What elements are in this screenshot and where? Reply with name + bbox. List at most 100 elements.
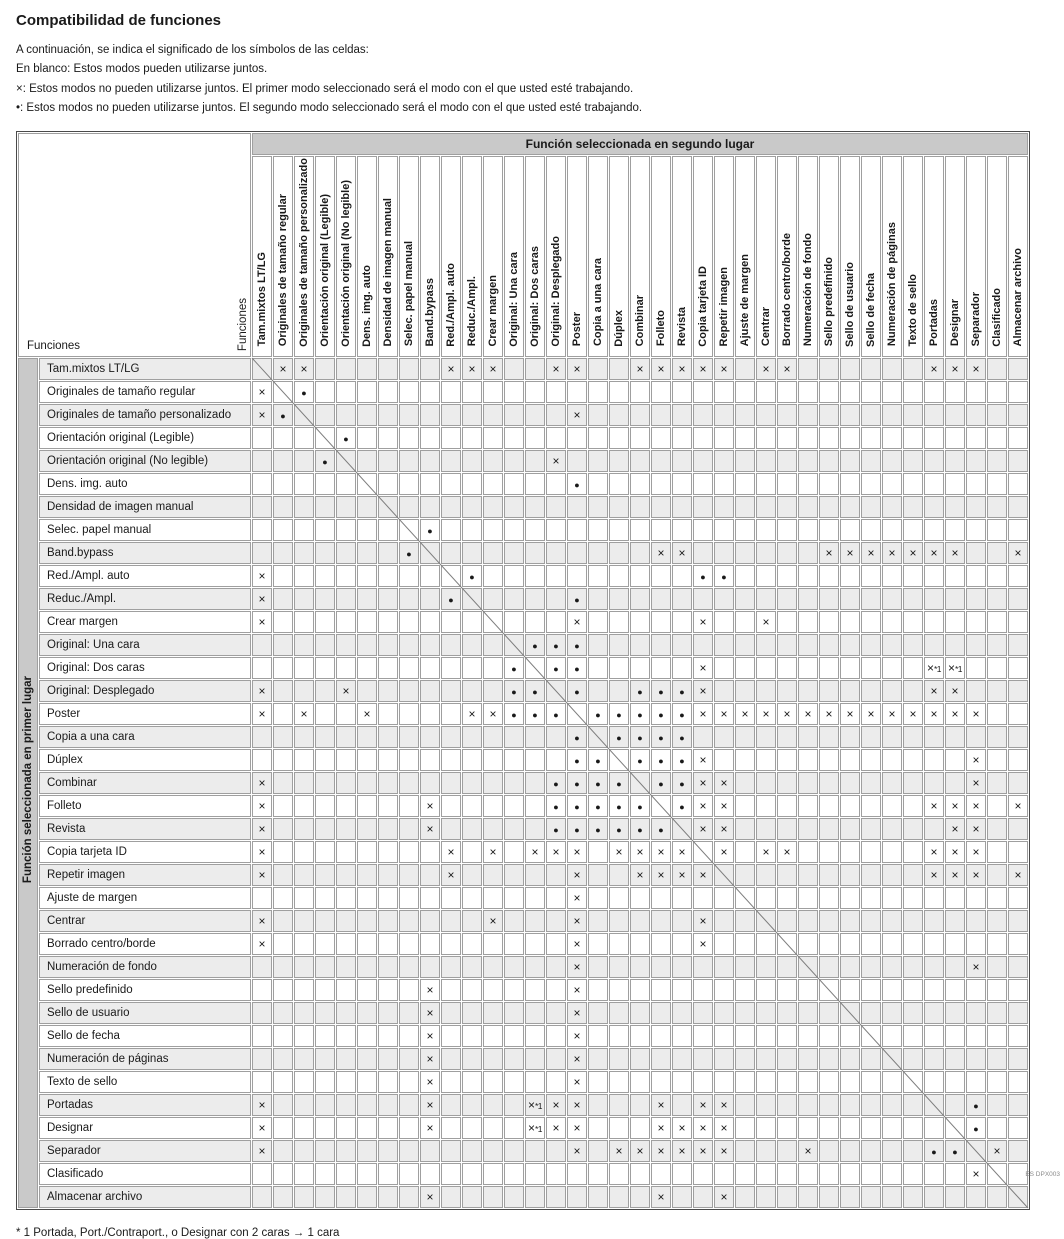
matrix-cell (987, 748, 1007, 771)
matrix-cell (357, 955, 377, 978)
matrix-cell (609, 863, 629, 886)
matrix-cell (315, 403, 335, 426)
matrix-cell (462, 1047, 482, 1070)
matrix-cell (987, 564, 1007, 587)
document-code: ES DPX003 (1025, 1171, 1060, 1178)
column-header-16: Poster (567, 155, 587, 357)
matrix-cell (420, 403, 440, 426)
matrix-cell (966, 518, 986, 541)
matrix-cell (336, 1162, 356, 1185)
matrix-cell (840, 403, 860, 426)
matrix-cell (504, 449, 524, 472)
footnote: * 1 Portada, Port./Contraport., o Design… (16, 1226, 340, 1239)
matrix-cell (756, 426, 776, 449)
matrix-cell: ● (651, 748, 671, 771)
matrix-cell (462, 1139, 482, 1162)
matrix-cell: ● (525, 679, 545, 702)
column-header-label: Folleto (654, 310, 667, 347)
matrix-cell: ● (546, 702, 566, 725)
matrix-cell (462, 1070, 482, 1093)
matrix-cell: × (567, 978, 587, 1001)
matrix-cell: ● (651, 725, 671, 748)
matrix-cell (273, 1139, 293, 1162)
matrix-cell (819, 1024, 839, 1047)
matrix-cell (378, 610, 398, 633)
matrix-cell (336, 1070, 356, 1093)
matrix-cell: × (525, 840, 545, 863)
matrix-cell (798, 725, 818, 748)
matrix-cell (588, 909, 608, 932)
matrix-cell (273, 1047, 293, 1070)
matrix-cell (504, 403, 524, 426)
matrix-cell: ● (714, 564, 734, 587)
matrix-cell (525, 771, 545, 794)
matrix-cell (315, 1185, 335, 1208)
matrix-cell: × (777, 840, 797, 863)
matrix-cell (315, 656, 335, 679)
matrix-cell (672, 449, 692, 472)
matrix-cell: ● (630, 748, 650, 771)
matrix-cell (357, 449, 377, 472)
legend-line-blank: En blanco: Estos modos pueden utilizarse… (16, 63, 268, 76)
matrix-cell (441, 725, 461, 748)
matrix-cell (903, 564, 923, 587)
matrix-cell: × (945, 817, 965, 840)
matrix-cell: × (945, 863, 965, 886)
matrix-cell: × (945, 357, 965, 380)
matrix-cell (1008, 587, 1028, 610)
matrix-cell (546, 725, 566, 748)
matrix-cell (945, 909, 965, 932)
matrix-cell (546, 541, 566, 564)
matrix-cell (504, 610, 524, 633)
matrix-cell (630, 955, 650, 978)
matrix-cell: × (252, 1139, 272, 1162)
matrix-cell (819, 1139, 839, 1162)
row-label-13: Original: Una cara (39, 633, 251, 656)
matrix-cell (1008, 1116, 1028, 1139)
matrix-cell (504, 633, 524, 656)
matrix-cell (903, 426, 923, 449)
matrix-cell (483, 1162, 503, 1185)
matrix-cell (714, 1047, 734, 1070)
matrix-cell (609, 518, 629, 541)
matrix-cell (651, 610, 671, 633)
matrix-cell: × (252, 863, 272, 886)
matrix-cell (609, 679, 629, 702)
matrix-cell (1008, 403, 1028, 426)
matrix-cell: × (924, 702, 944, 725)
matrix-cell (819, 1070, 839, 1093)
matrix-cell (441, 794, 461, 817)
matrix-cell (882, 679, 902, 702)
matrix-cell (798, 1047, 818, 1070)
matrix-cell (441, 702, 461, 725)
matrix-cell (588, 863, 608, 886)
matrix-cell: × (945, 840, 965, 863)
matrix-cell (441, 518, 461, 541)
matrix-cell (903, 679, 923, 702)
matrix-cell (756, 748, 776, 771)
matrix-cell (735, 1093, 755, 1116)
column-header-label: Separador (969, 292, 982, 347)
matrix-cell (672, 403, 692, 426)
matrix-cell (273, 472, 293, 495)
matrix-cell (987, 955, 1007, 978)
matrix-cell (357, 380, 377, 403)
matrix-cell (399, 748, 419, 771)
matrix-cell (567, 564, 587, 587)
column-header-label: Densidad de imagen manual (381, 197, 394, 347)
matrix-cell (336, 587, 356, 610)
matrix-cell (609, 403, 629, 426)
matrix-cell (714, 518, 734, 541)
matrix-cell (987, 1047, 1007, 1070)
matrix-cell (357, 610, 377, 633)
matrix-cell: ● (567, 679, 587, 702)
matrix-cell (840, 1185, 860, 1208)
matrix-cell (945, 771, 965, 794)
matrix-cell (630, 1047, 650, 1070)
matrix-cell (861, 633, 881, 656)
matrix-cell (819, 472, 839, 495)
matrix-cell (861, 564, 881, 587)
matrix-cell (798, 656, 818, 679)
matrix-cell (315, 909, 335, 932)
matrix-cell (252, 886, 272, 909)
